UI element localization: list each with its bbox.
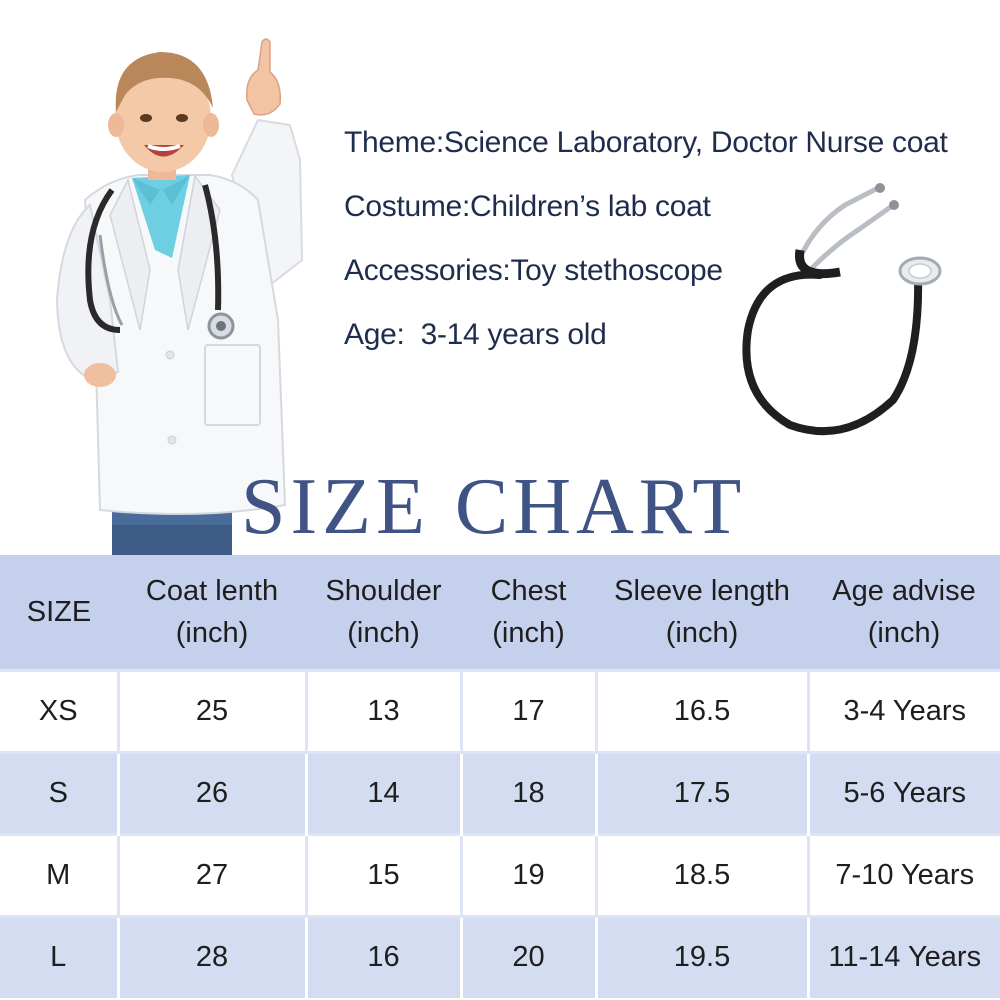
column-header-text: (inch) (665, 616, 739, 649)
table-cell: 28 (116, 916, 306, 998)
table-cell: 19 (459, 834, 596, 916)
table-cell: 19.5 (594, 916, 808, 998)
table-cell: 18.5 (594, 834, 808, 916)
column-header: Chest (inch) (461, 555, 596, 670)
child-image (55, 38, 304, 555)
table-row: L 28 16 20 19.5 11-14 Years (0, 916, 1000, 998)
age-value: 3-14 years old (404, 318, 607, 351)
table-cell: 26 (116, 752, 306, 834)
table-cell: 14 (304, 752, 461, 834)
theme-line: Theme:Science Laboratory, Doctor Nurse c… (344, 126, 948, 160)
table-cell: 7-10 Years (806, 834, 1000, 916)
hero-illustration (55, 38, 942, 555)
table-cell: 16.5 (594, 670, 808, 752)
table-cell: 16 (304, 916, 461, 998)
table-cell: 15 (304, 834, 461, 916)
column-header: Shoulder (inch) (306, 555, 461, 670)
table-cell: L (50, 941, 67, 974)
column-header: Sleeve length (inch) (596, 555, 808, 670)
table-cell: 13 (304, 670, 461, 752)
size-table-header: SIZE Coat lenth (inch) Shoulder (inch) Chest (… (0, 555, 1000, 670)
accessories-line: Accessories:Toy stethoscope (344, 254, 723, 288)
theme-value: Science Laboratory, Doctor Nurse coat (443, 126, 948, 159)
table-cell: 20 (459, 916, 596, 998)
table-cell: 18 (459, 752, 596, 834)
column-header-text: Chest (490, 574, 567, 607)
table-cell: 27 (116, 834, 306, 916)
table-cell: 17.5 (594, 752, 808, 834)
table-cell: 3-4 Years (806, 670, 1000, 752)
column-header-text: Coat lenth (145, 574, 279, 607)
column-header-text: Age advise (832, 574, 976, 607)
stethoscope-image (742, 183, 942, 436)
table-row: XS 25 13 17 16.5 3-4 Years (0, 670, 1000, 752)
column-header-text: (inch) (175, 616, 249, 649)
column-header: Age advise (inch) (808, 555, 1000, 670)
column-header-text: (inch) (492, 616, 565, 649)
table-row: S 26 14 18 17.5 5-6 Years (0, 752, 1000, 834)
age-line: Age: 3-14 years old (344, 318, 607, 352)
column-header-text: SIZE (26, 595, 92, 628)
table-cell: 11-14 Years (806, 916, 1000, 998)
costume-line: Costume:Children’s lab coat (344, 190, 711, 224)
theme-label: Theme: (344, 126, 444, 159)
column-header-text: Sleeve length (614, 574, 790, 607)
costume-label: Costume: (344, 190, 470, 223)
size-table-body: XS 25 13 17 16.5 3-4 Years S 26 14 18 17.5 5-6 Year… (0, 670, 1000, 998)
accessories-label: Accessories: (344, 254, 511, 287)
header-row: SIZE Coat lenth (inch) Shoulder (inch) Chest (… (0, 555, 1000, 670)
column-header: SIZE (0, 555, 118, 670)
table-cell: 5-6 Years (806, 752, 1000, 834)
size-chart-title: SIZE CHART (241, 463, 747, 551)
table-cell: 17 (459, 670, 596, 752)
costume-value: Children’s lab coat (469, 190, 711, 223)
age-label: Age: (344, 318, 405, 351)
table-cell: 25 (116, 670, 306, 752)
column-header-text: (inch) (347, 616, 420, 649)
table-cell: S (48, 776, 68, 809)
column-header-text: (inch) (867, 616, 941, 649)
table-cell: XS (38, 694, 78, 727)
table-cell: M (46, 858, 71, 891)
size-table: SIZE Coat lenth (inch) Shoulder (inch) Chest (… (0, 555, 1000, 998)
column-header-text: Shoulder (325, 574, 442, 607)
table-row: M 27 15 19 18.5 7-10 Years (0, 834, 1000, 916)
column-header: Coat lenth (inch) (118, 555, 306, 670)
accessories-value: Toy stethoscope (510, 254, 723, 287)
